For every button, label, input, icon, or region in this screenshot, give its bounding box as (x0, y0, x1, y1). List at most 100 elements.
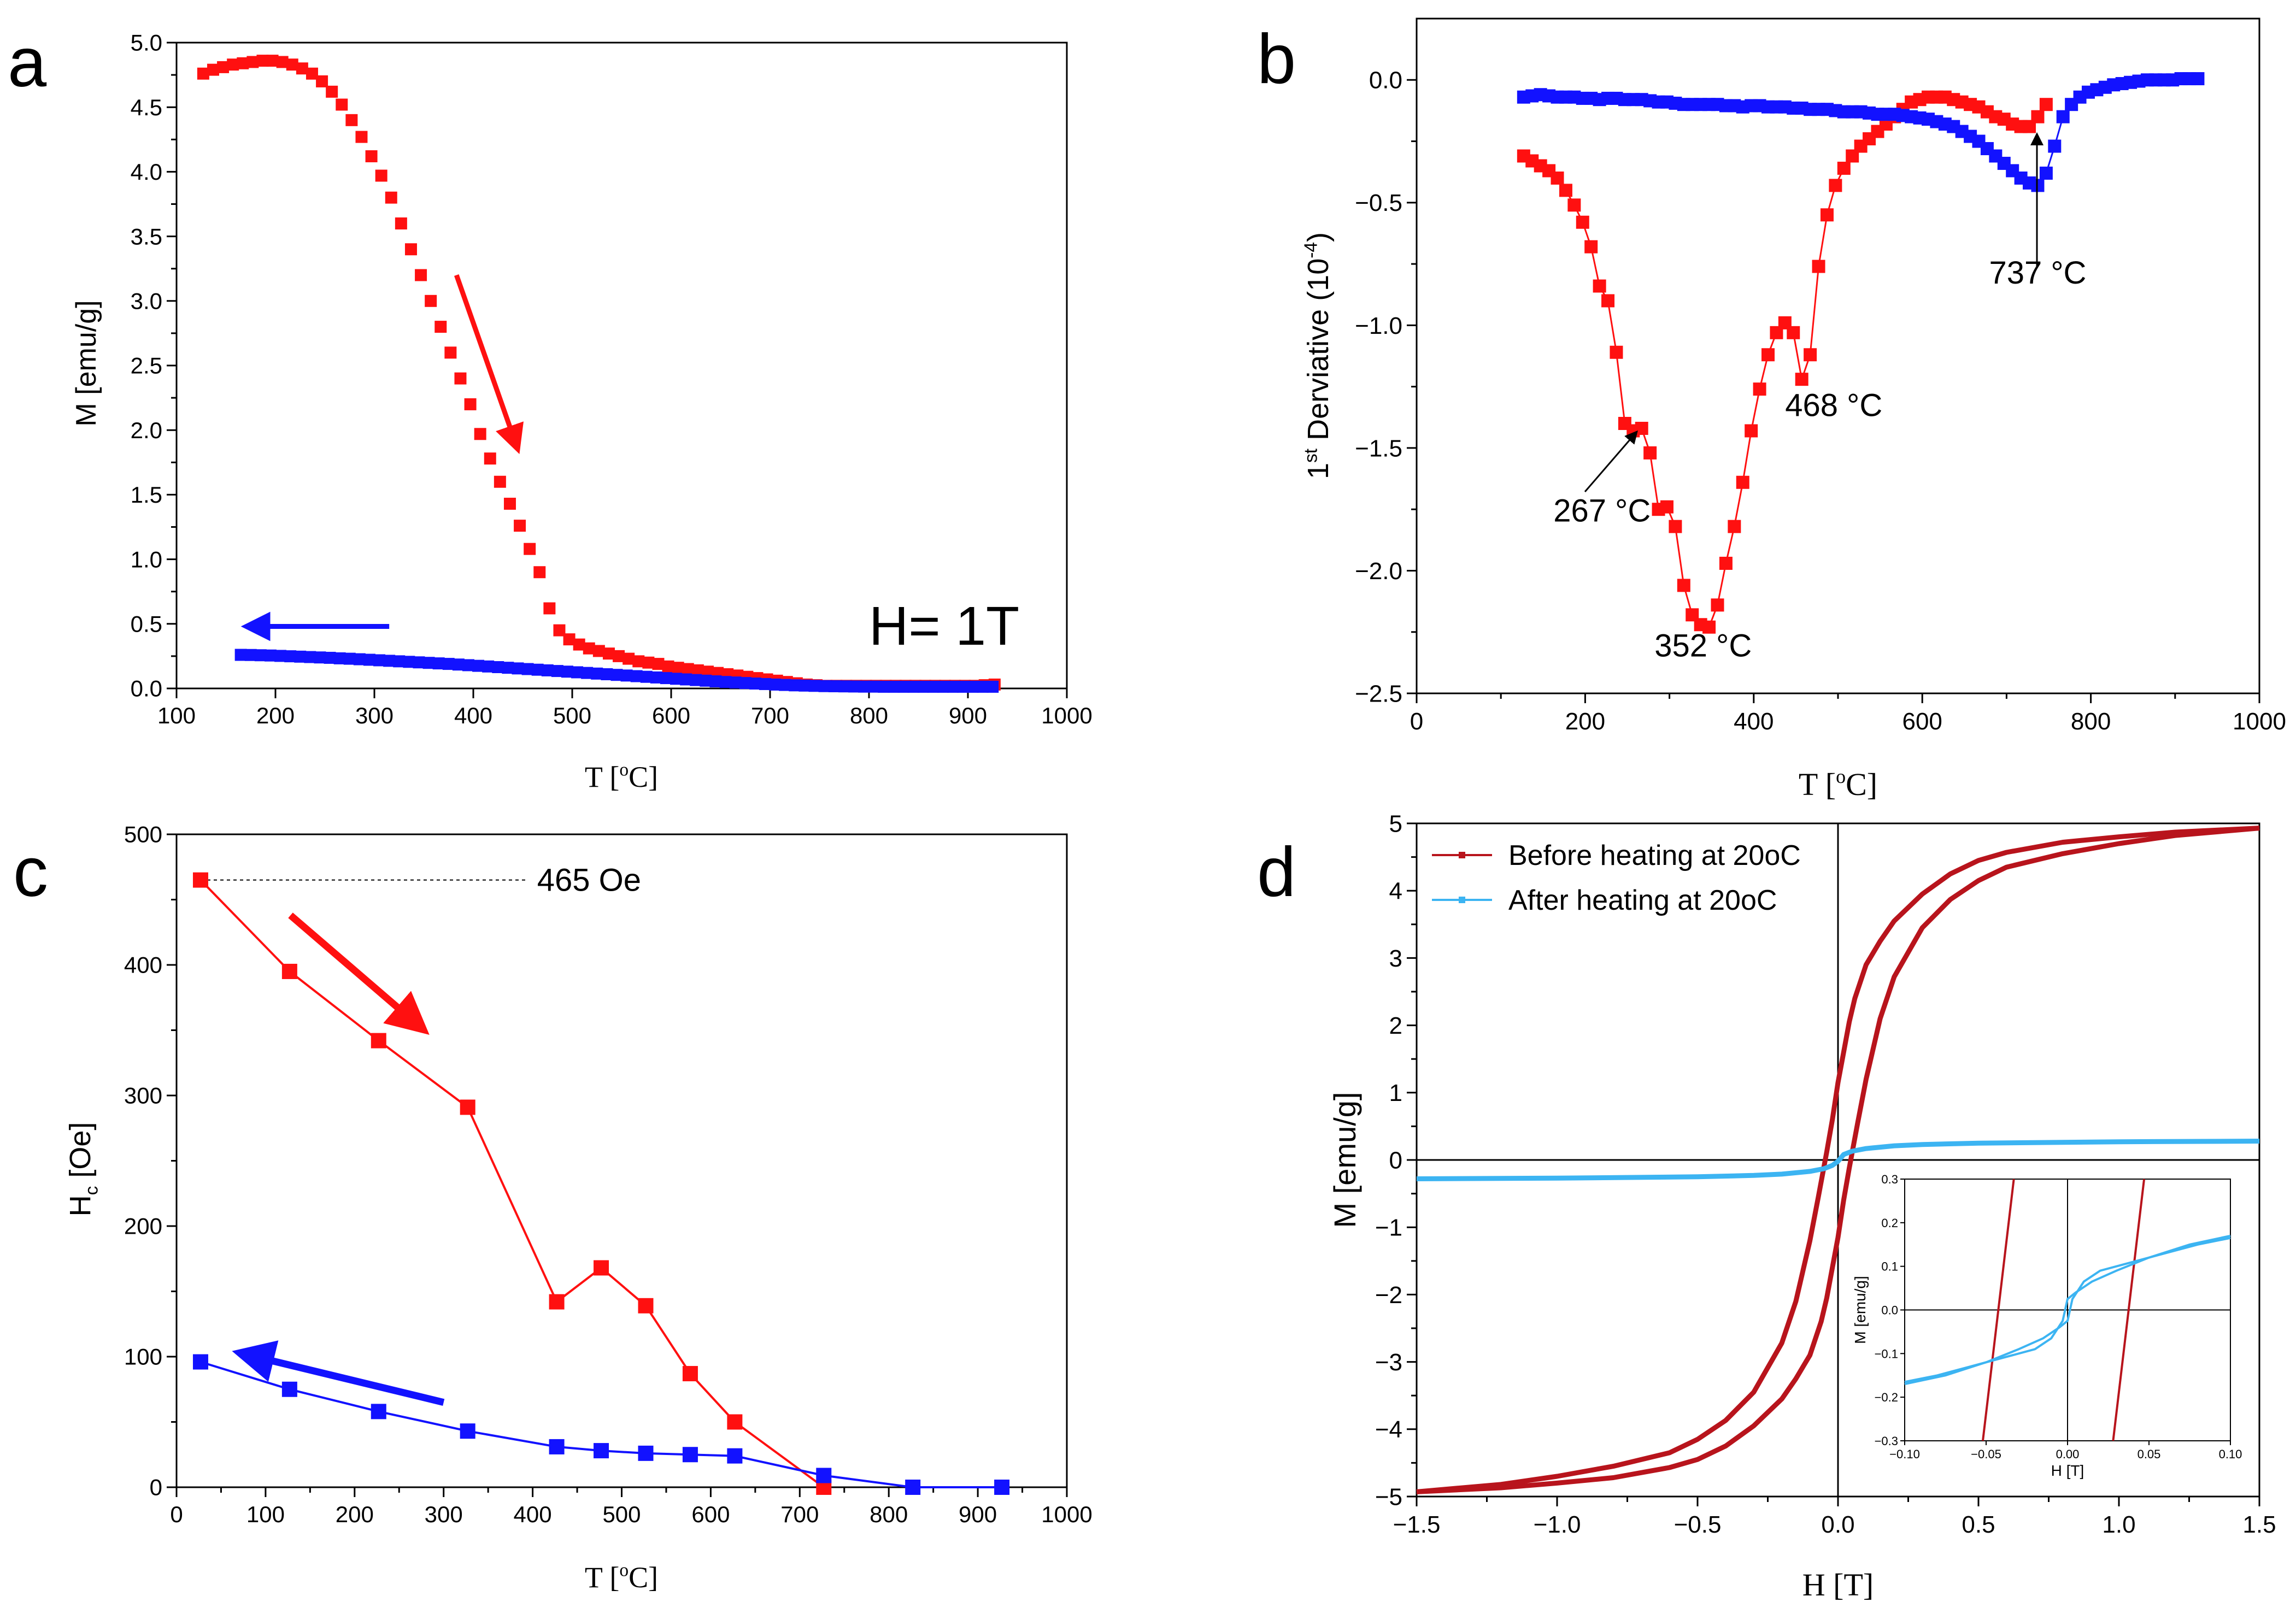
data-point-blue (551, 665, 563, 678)
data-point-red (594, 1260, 609, 1276)
data-point-red (514, 520, 526, 532)
data-point-red (1745, 424, 1758, 438)
y-tick-label: 3.5 (131, 223, 162, 249)
data-point-red (727, 1414, 743, 1430)
data-point-red (1551, 171, 1564, 185)
data-point-blue (472, 659, 485, 672)
data-point-blue (630, 670, 643, 682)
data-point-blue (541, 664, 554, 676)
y-tick-label: 1.5 (131, 482, 162, 508)
y-tick-label: 500 (124, 822, 162, 847)
data-point-red (404, 243, 417, 256)
data-point-blue (234, 649, 247, 661)
data-point-red (623, 652, 635, 665)
inset-y-tick-label: −0.3 (1875, 1434, 1898, 1448)
panel-label-c: c (13, 833, 48, 911)
data-point-red (691, 664, 704, 676)
chart-panel-d: −1.5 −1.0 −0.5 0.0 0.5 1.0 1.5 −5 −4 −3 −2 −1 0 1 2 3 4 5… (1328, 810, 2276, 1603)
data-point-blue (460, 1423, 475, 1439)
peak-label: 267 °C (1553, 493, 1651, 529)
inset-chart: −0.10 −0.05 0.00 0.05 0.10 −0.3 −0.2 −0.1 0.0 0.1… (1852, 1173, 2242, 1479)
y-tick-label: 0.0 (1369, 67, 1402, 94)
data-point-blue (452, 658, 465, 671)
data-point-blue (601, 668, 613, 680)
x-tick-label: 200 (336, 1501, 374, 1527)
data-point-red (385, 191, 397, 204)
data-point-red (454, 372, 467, 385)
inset-y-axis-label: M [emu/g] (1852, 1276, 1869, 1344)
x-axis-label: T [oC] (1799, 765, 1877, 802)
data-point-blue (994, 1480, 1010, 1495)
data-point-blue (442, 658, 455, 670)
data-point-red (197, 67, 209, 80)
data-point-red (286, 58, 298, 71)
data-point-red (2039, 98, 2053, 111)
data-point-red (613, 650, 625, 662)
x-tick-label: 200 (1565, 708, 1605, 735)
data-point-blue (727, 1448, 743, 1464)
data-point-blue (977, 680, 989, 693)
data-point-red (444, 346, 457, 359)
x-tick-label: 800 (870, 1501, 908, 1527)
x-tick-label: 700 (780, 1501, 819, 1527)
panel-label-b: b (1257, 20, 1296, 98)
pointer-arrow-267 (1584, 430, 1638, 492)
data-point-red (1787, 326, 1800, 339)
x-tick-label: 1000 (1041, 1501, 1092, 1527)
arrow-blue (232, 1340, 445, 1406)
y-tick-label: 400 (124, 952, 162, 978)
data-point-blue (502, 662, 514, 674)
y-tick-label: 4.0 (131, 159, 162, 185)
data-point-blue (531, 663, 544, 676)
y-tick-label: 5.0 (131, 30, 162, 56)
data-point-blue (281, 1381, 297, 1397)
y-tick-label: 3.0 (131, 288, 162, 314)
y-tick-label: 5 (1389, 810, 1402, 837)
y-tick-label: −2.0 (1355, 558, 1402, 585)
data-point-blue (848, 680, 860, 693)
data-point-red (415, 269, 427, 281)
data-point-blue (314, 651, 326, 664)
legend-label-before: Before heating at 20oC (1508, 840, 1801, 871)
x-axis-label: T [oC] (585, 1560, 658, 1594)
data-point-blue (403, 656, 415, 668)
data-point-red (662, 660, 674, 673)
x-tick-label: 600 (691, 1501, 730, 1527)
y-tick-label: −4 (1375, 1416, 1402, 1443)
chart-panel-c: 0 100 200 300 400 500 600 700 800 900 1000 0 100 200 3… (64, 822, 1093, 1594)
data-point-red (1753, 382, 1766, 396)
data-point-blue (858, 680, 870, 693)
inset-series-line-darkred (1982, 1179, 2015, 1441)
peak-label: 352 °C (1654, 628, 1752, 664)
x-tick-label: 400 (1734, 708, 1774, 735)
data-point-red (682, 663, 694, 675)
data-point-red (266, 55, 279, 67)
data-point-red (375, 169, 387, 182)
data-point-blue (610, 669, 623, 681)
data-point-red (632, 655, 645, 668)
data-point-blue (581, 667, 594, 679)
inset-y-tick-label: 0.2 (1881, 1216, 1898, 1230)
series-line-blue (200, 1360, 1002, 1488)
x-tick-label: 400 (454, 703, 492, 728)
data-point-blue (868, 680, 880, 693)
data-point-blue (680, 673, 692, 686)
data-point-red (672, 662, 684, 674)
data-point-red (573, 638, 585, 651)
data-point-blue (383, 655, 396, 667)
y-tick-label: 2 (1389, 1012, 1402, 1039)
data-point-blue (492, 661, 504, 673)
y-tick-label: 0.0 (131, 676, 162, 702)
data-point-blue (640, 670, 653, 683)
data-point-red (1820, 208, 1834, 222)
x-tick-label: 100 (246, 1501, 285, 1527)
data-point-blue (937, 680, 949, 693)
data-point-blue (512, 662, 524, 675)
x-tick-label: 700 (751, 703, 789, 728)
data-point-blue (719, 676, 732, 688)
data-point-blue (2056, 110, 2070, 123)
x-tick-label: 800 (2071, 708, 2111, 735)
plot-frame (1416, 17, 2260, 694)
y-tick-label: −2 (1375, 1282, 1402, 1309)
data-point-red (1677, 579, 1690, 592)
